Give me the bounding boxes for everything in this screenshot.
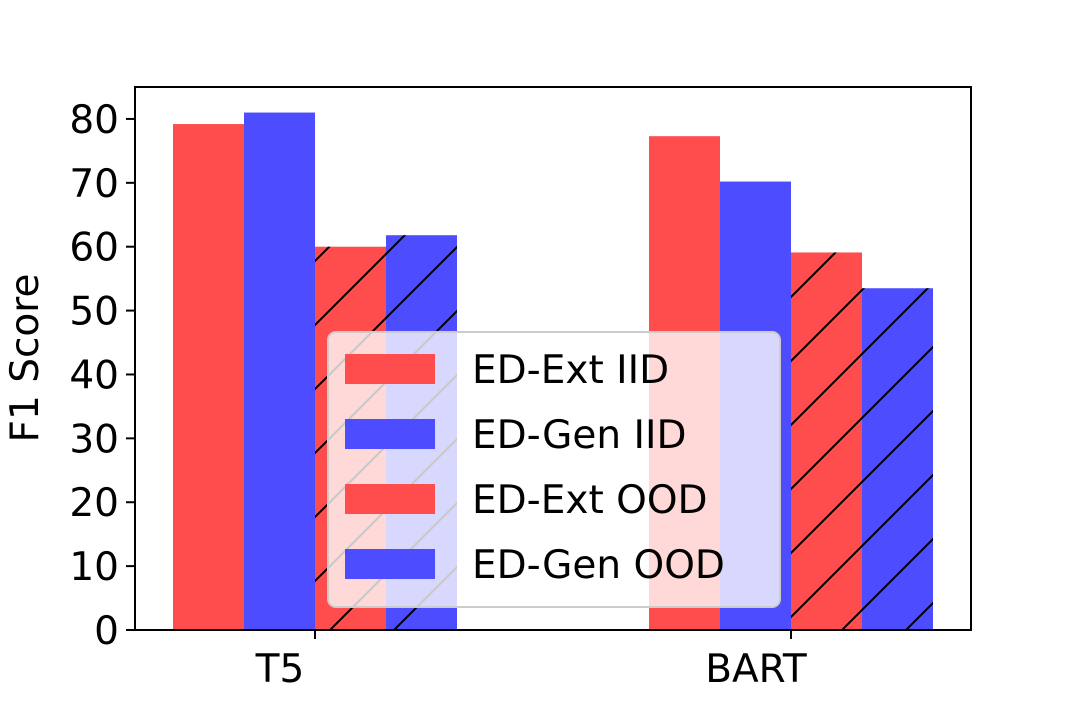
legend-label-ed-gen-ood: ED-Gen OOD — [472, 543, 725, 588]
bar-hatch-bart-ed-ext-ood — [791, 252, 862, 630]
y-tick-label: 30 — [69, 417, 119, 462]
plot-frame — [134, 86, 972, 631]
legend-box — [327, 331, 781, 608]
y-tick-label: 50 — [69, 290, 119, 335]
bar-hatch-bart-ed-gen-ood — [862, 288, 933, 630]
y-tick-label: 0 — [94, 609, 119, 654]
legend-swatch-ed-gen-iid — [345, 419, 435, 449]
legend-label-ed-ext-iid: ED-Ext IID — [472, 348, 669, 393]
legend-label-ed-gen-iid: ED-Gen IID — [472, 413, 687, 458]
x-axis: T5 BART — [255, 630, 807, 692]
legend-swatch-ed-ext-ood — [345, 484, 435, 514]
y-tick-label: 20 — [69, 481, 119, 526]
y-tick-label: 70 — [69, 162, 119, 207]
y-axis-label: F1 Score — [3, 274, 48, 443]
legend-swatch-ed-ext-iid — [345, 354, 435, 384]
x-tick-label-bart: BART — [705, 647, 807, 692]
y-axis: 0 10 20 30 40 50 60 70 80 — [69, 98, 135, 654]
y-tick-label: 60 — [69, 226, 119, 271]
y-tick-label: 10 — [69, 545, 119, 590]
bar-t5-ed-ext-iid — [173, 124, 244, 631]
legend-label-ed-ext-ood: ED-Ext OOD — [472, 478, 708, 523]
bar-t5-ed-gen-iid — [244, 112, 315, 631]
x-tick-label-t5: T5 — [255, 647, 305, 692]
y-tick-label: 80 — [69, 98, 119, 143]
legend-swatch-ed-gen-ood — [345, 549, 435, 579]
y-tick-label: 40 — [69, 353, 119, 398]
legend: ED-Ext IID ED-Gen IID ED-Ext OOD ED-Gen OOD — [327, 331, 781, 608]
